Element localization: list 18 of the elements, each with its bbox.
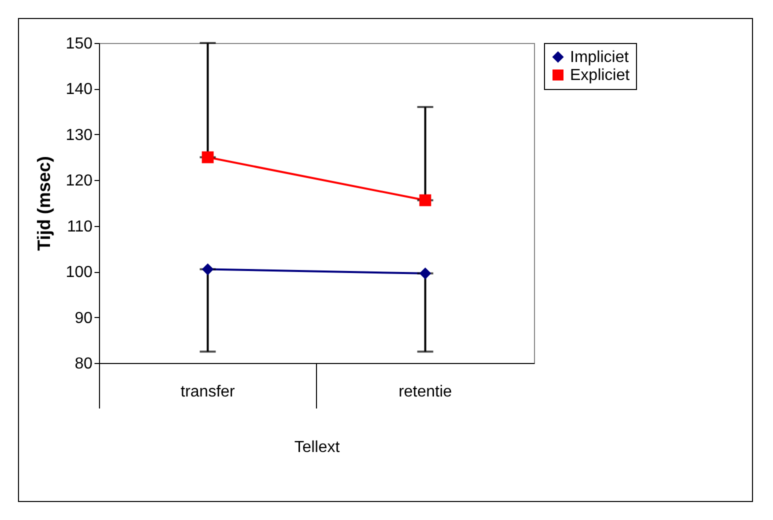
x-axis-title: Tellext: [294, 439, 340, 456]
y-tick-label: 120: [66, 172, 93, 190]
point: [202, 151, 214, 164]
point: [202, 263, 214, 276]
legend-label: Impliciet: [570, 49, 630, 66]
y-tick-label: 80: [74, 356, 93, 372]
y-tick-label: 150: [66, 36, 93, 52]
x-tick-label: retentie: [398, 384, 452, 400]
y-tick-label: 140: [66, 81, 93, 98]
point: [419, 194, 432, 206]
legend-label: Expliciet: [570, 67, 630, 84]
x-tick-label: transfer: [180, 384, 236, 400]
y-tick-label: 130: [66, 126, 93, 144]
point: [419, 267, 432, 280]
y-tick-label: 110: [66, 218, 93, 236]
y-tick-label: 100: [66, 264, 93, 282]
y-tick-label: 90: [74, 310, 93, 327]
y-axis-title: Tijd (msec): [34, 156, 54, 251]
